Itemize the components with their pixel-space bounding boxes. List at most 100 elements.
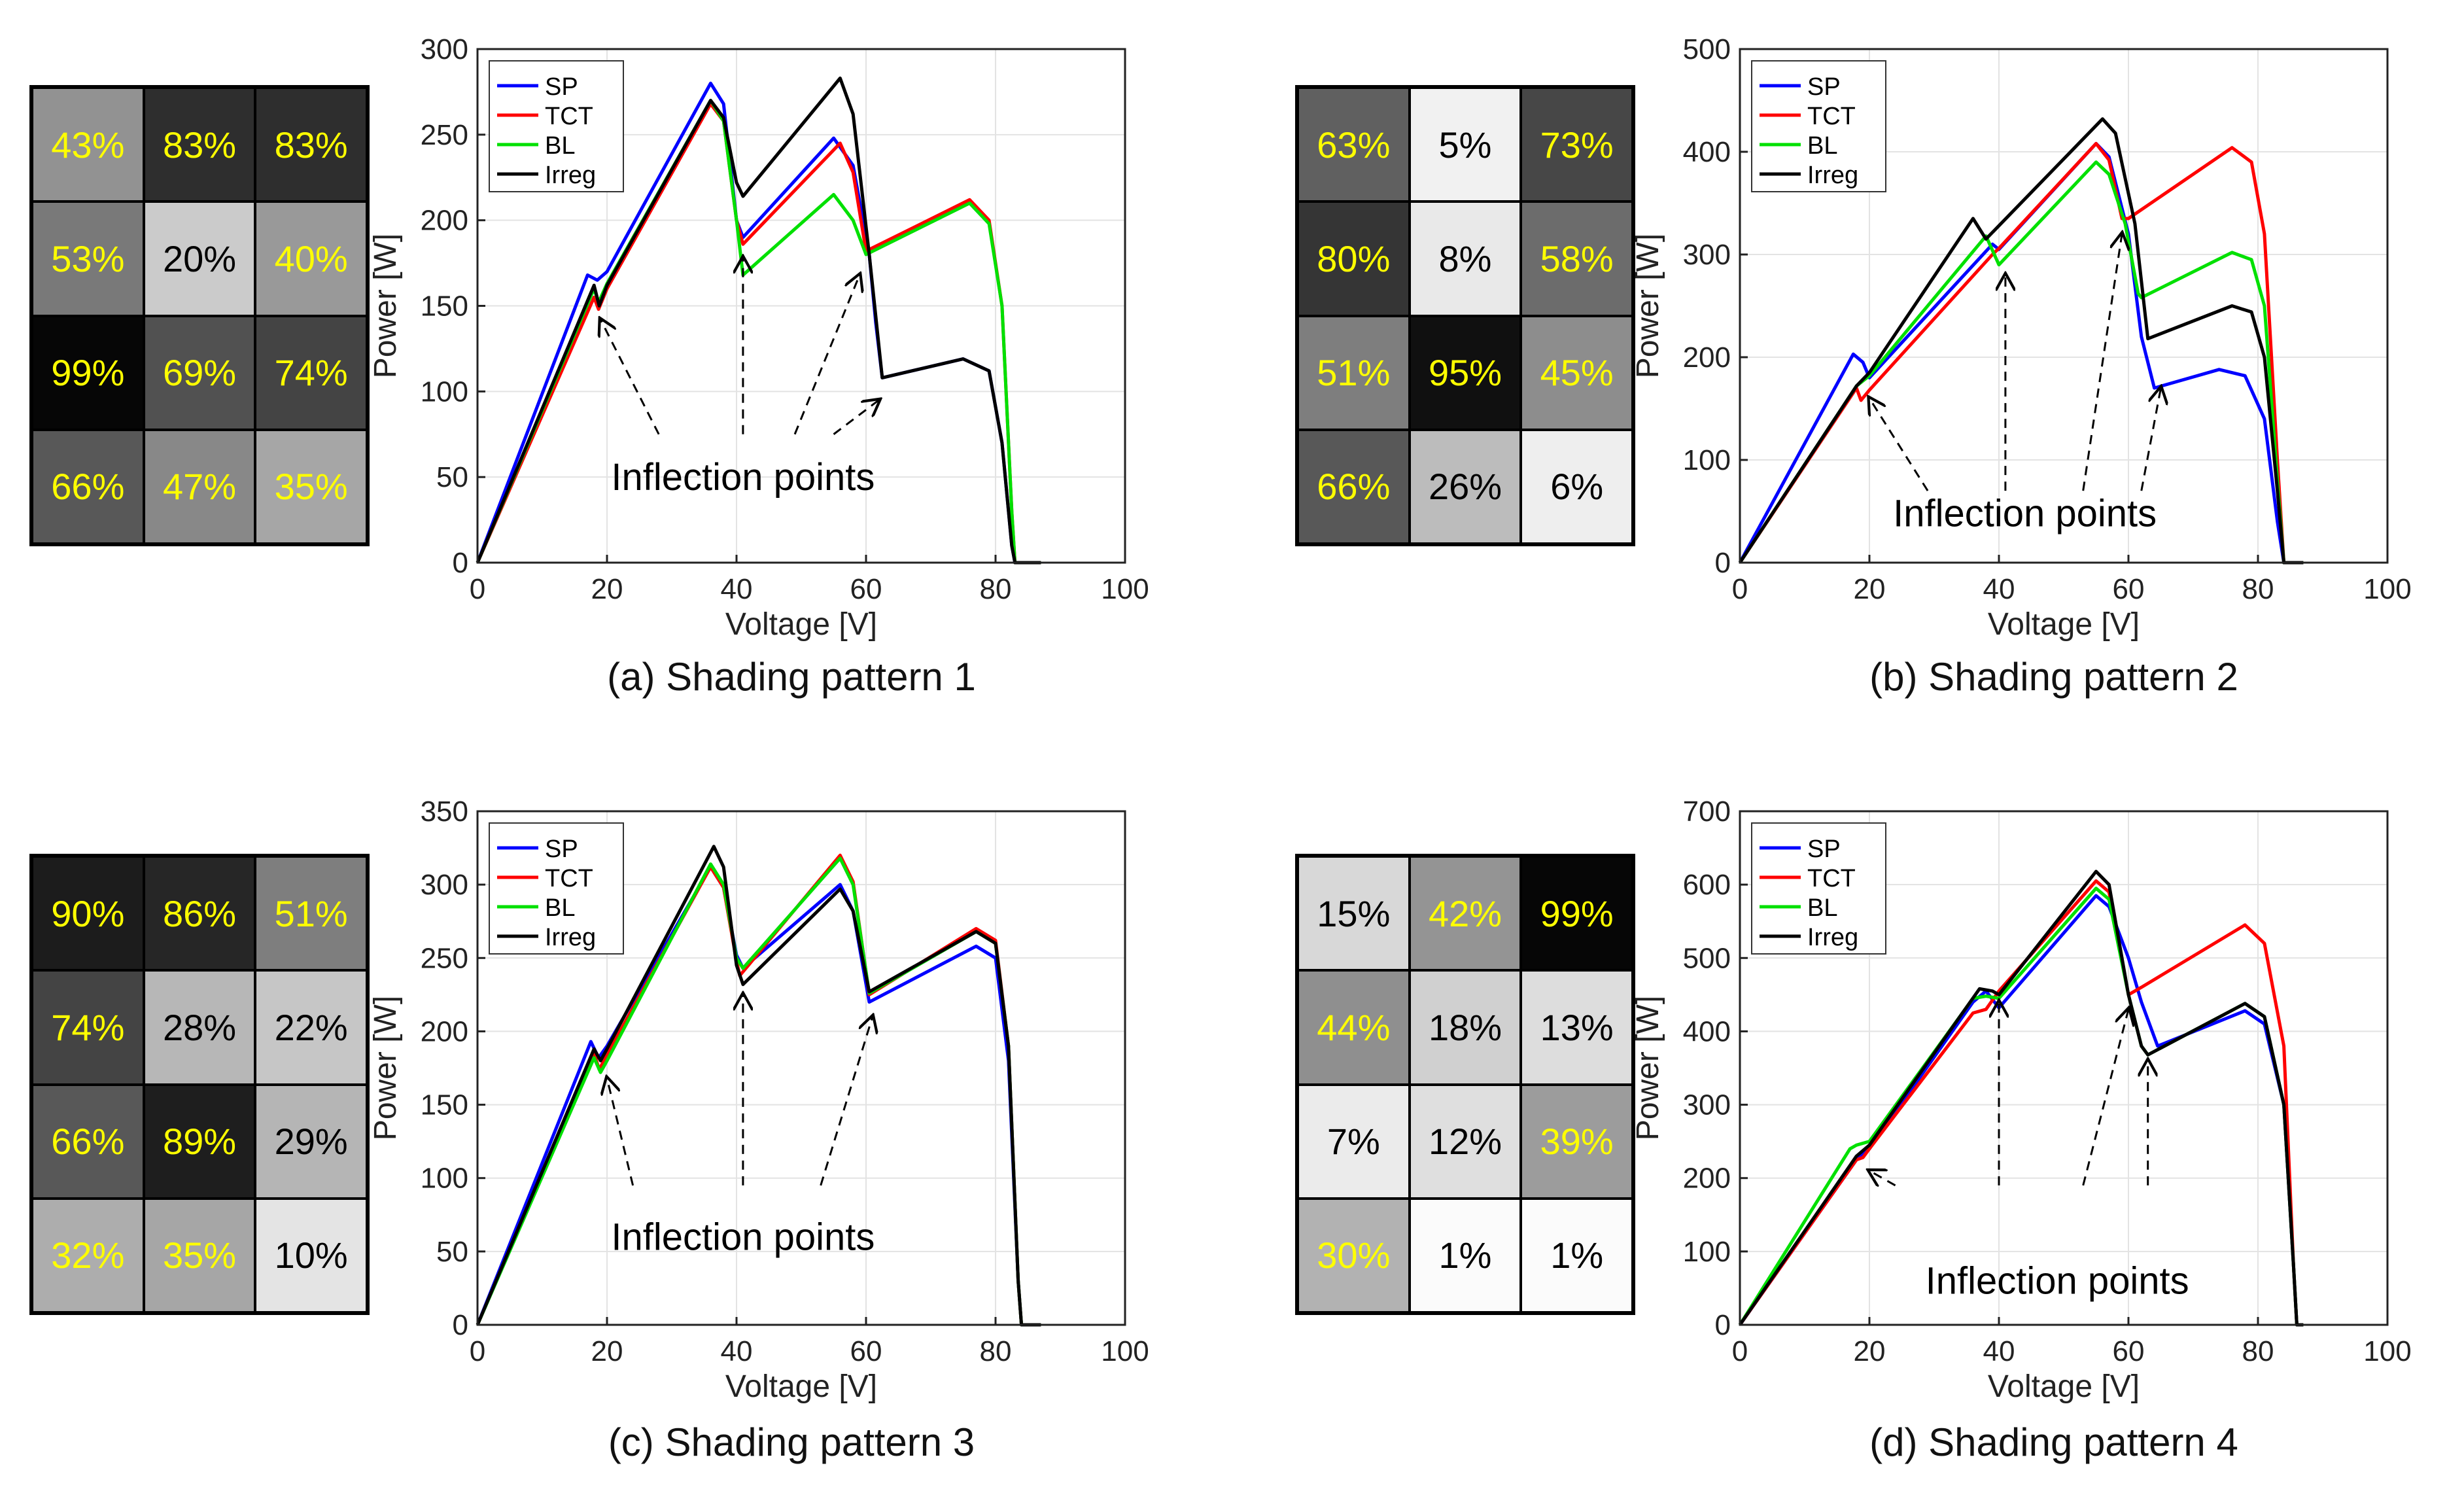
shading-cell: 26% (1409, 429, 1521, 544)
x-tick-label: 0 (1732, 573, 1748, 605)
shading-grid-a: 43% 83% 83% 53% 20% 40% 99% 69% 74% 66% 47% 35% (29, 85, 370, 546)
x-axis-label: Voltage [V] (1988, 1369, 2140, 1404)
y-axis-label: Power [W] (368, 996, 403, 1140)
legend-label-bl: BL (545, 132, 575, 160)
shading-cell: 42% (1409, 856, 1521, 971)
plot-frame (476, 810, 1126, 1326)
shading-cell: 83% (255, 88, 367, 202)
shading-cell: 29% (255, 1084, 367, 1199)
shading-cell: 13% (1521, 970, 1633, 1085)
caption-d: (d) Shading pattern 4 (1869, 1420, 2238, 1464)
shading-cell: 66% (1298, 429, 1410, 544)
shading-cell: 74% (32, 970, 144, 1085)
caption-b: (b) Shading pattern 2 (1869, 655, 2238, 699)
y-tick-label: 150 (421, 290, 468, 323)
x-tick-label: 60 (850, 1335, 882, 1367)
y-tick-label: 500 (1683, 33, 1731, 65)
caption-a: (a) Shading pattern 1 (607, 655, 976, 699)
legend-label-tct: TCT (1807, 103, 1856, 130)
legend-label-bl: BL (1807, 132, 1837, 160)
shading-cell: 30% (1298, 1198, 1410, 1312)
x-tick-label: 20 (591, 1335, 623, 1367)
series-line-irreg (1738, 869, 2304, 1327)
annotation-label: Inflection points (1926, 1260, 2189, 1303)
annotation-label: Inflection points (1893, 493, 2157, 535)
shading-cell: 86% (143, 856, 256, 971)
shading-cell: 83% (143, 88, 256, 202)
shading-cell: 47% (143, 429, 256, 544)
y-tick-label: 600 (1683, 869, 1731, 901)
x-tick-label: 40 (721, 573, 753, 605)
shading-cell: 12% (1409, 1084, 1521, 1199)
shading-cell: 8% (1409, 202, 1521, 316)
x-tick-label: 40 (721, 1335, 753, 1367)
legend-box (1751, 822, 1886, 955)
legend-label-bl: BL (545, 894, 575, 922)
x-axis-label: Voltage [V] (725, 1369, 877, 1404)
shading-cell: 63% (1298, 88, 1410, 202)
shading-cell: 51% (255, 856, 367, 971)
power-voltage-chart-c: Inflection points 0 20 40 60 80 100 0 50 100 150 20… (368, 796, 1149, 1404)
legend-label-bl: BL (1807, 894, 1837, 922)
x-tick-label: 80 (2242, 573, 2274, 605)
x-tick-label: 0 (470, 1335, 485, 1367)
x-tick-label: 80 (980, 573, 1012, 605)
y-tick-label: 200 (1683, 342, 1731, 374)
annotation-arrow (1869, 398, 1929, 491)
shading-cell: 95% (1409, 315, 1521, 430)
annotation-label: Inflection points (611, 456, 875, 499)
y-tick-label: 250 (421, 119, 468, 151)
y-tick-label: 50 (436, 461, 468, 493)
y-tick-label: 700 (1683, 796, 1731, 828)
y-tick-label: 500 (1683, 942, 1731, 974)
series-line-bl (1738, 160, 2304, 565)
shading-cell: 66% (32, 1084, 144, 1199)
y-tick-label: 0 (1715, 1309, 1731, 1341)
y-tick-label: 200 (421, 1015, 468, 1047)
y-tick-label: 300 (421, 33, 468, 65)
shading-cell: 28% (143, 970, 256, 1085)
power-voltage-chart-d: Inflection points 0 20 40 60 80 100 0 100 200 300 4… (1631, 796, 2412, 1404)
shading-cell: 90% (32, 856, 144, 971)
shading-cell: 43% (32, 88, 144, 202)
y-tick-label: 400 (1683, 1015, 1731, 1047)
annotation-arrow (1869, 1171, 1896, 1185)
x-tick-label: 100 (2363, 573, 2411, 605)
y-tick-label: 150 (421, 1089, 468, 1121)
shading-cell: 53% (32, 202, 144, 316)
y-tick-label: 100 (1683, 1236, 1731, 1268)
shading-cell: 32% (32, 1198, 144, 1312)
legend-label-irreg: Irreg (545, 924, 596, 951)
y-tick-label: 250 (421, 942, 468, 974)
legend-label-tct: TCT (1807, 865, 1856, 892)
y-tick-label: 300 (1683, 1089, 1731, 1121)
shading-cell: 44% (1298, 970, 1410, 1085)
plot-frame (1739, 48, 2389, 564)
y-tick-label: 400 (1683, 136, 1731, 168)
shading-grid-b: 63% 5% 73% 80% 8% 58% 51% 95% 45% 66% 26% 6% (1295, 85, 1635, 546)
y-tick-label: 300 (1683, 239, 1731, 271)
legend-label-irreg: Irreg (1807, 924, 1858, 951)
y-tick-label: 50 (436, 1236, 468, 1268)
x-tick-label: 20 (1854, 1335, 1886, 1367)
shading-cell: 51% (1298, 315, 1410, 430)
caption-c: (c) Shading pattern 3 (608, 1420, 975, 1464)
annotation-arrow (607, 1078, 634, 1186)
annotation-arrow (600, 319, 660, 435)
legend-label-sp: SP (545, 73, 578, 101)
shading-cell: 15% (1298, 856, 1410, 971)
legend-box (489, 822, 624, 955)
shading-cell: 99% (1521, 856, 1633, 971)
shading-cell: 39% (1521, 1084, 1633, 1199)
x-tick-label: 60 (2113, 573, 2145, 605)
legend-label-tct: TCT (545, 865, 593, 892)
shading-cell: 89% (143, 1084, 256, 1199)
x-axis-label: Voltage [V] (725, 607, 877, 642)
x-tick-label: 40 (1983, 573, 2015, 605)
legend-label-tct: TCT (545, 103, 593, 130)
shading-cell: 22% (255, 970, 367, 1085)
annotation-arrow (2082, 234, 2122, 491)
y-tick-label: 0 (453, 1309, 468, 1341)
